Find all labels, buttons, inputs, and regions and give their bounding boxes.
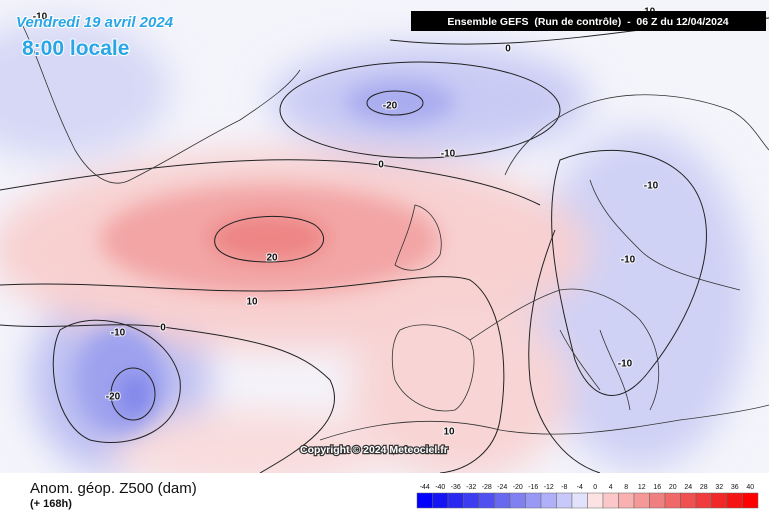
legend-tick-label: 28: [700, 484, 708, 491]
contour-label: -20: [383, 101, 398, 112]
legend-swatch: [571, 492, 588, 509]
contour-label: -10: [621, 255, 636, 266]
legend-tick-label: -16: [528, 484, 538, 491]
legend-tick-label: 24: [684, 484, 692, 491]
legend-swatch: [556, 492, 573, 509]
contour-label: 20: [266, 253, 278, 264]
legend-swatch: [540, 492, 557, 509]
legend-swatch: [494, 492, 511, 509]
legend-swatch: [633, 492, 650, 509]
legend-tick-label: 20: [669, 484, 677, 491]
coastlines: [19, 19, 769, 441]
legend-swatch: [509, 492, 526, 509]
legend-swatch: [695, 492, 712, 509]
legend-tick-label: -4: [577, 484, 583, 491]
legend-swatch: [680, 492, 697, 509]
legend-swatch: [664, 492, 681, 509]
legend-tick-label: 40: [746, 484, 754, 491]
contour-label: -10: [111, 328, 126, 339]
anomaly-core: [75, 80, 455, 435]
contour-label: -10: [618, 359, 633, 370]
legend-tick-label: 16: [653, 484, 661, 491]
contour-label: -10: [644, 181, 659, 192]
contour-label: 10: [246, 297, 258, 308]
contour-label: -10: [441, 149, 456, 160]
footer-lead: (+ 168h): [30, 498, 72, 510]
footer-title: Anom. géop. Z500 (dam): [30, 480, 197, 497]
legend-tick-label: 4: [609, 484, 613, 491]
model-banner: [411, 11, 766, 31]
legend-swatch: [742, 492, 759, 509]
legend-tick-label: 36: [731, 484, 739, 491]
legend-swatch: [649, 492, 666, 509]
legend-tick-label: 12: [638, 484, 646, 491]
legend-tick-label: 0: [593, 484, 597, 491]
contour-label: -10: [33, 12, 48, 23]
legend-swatch: [447, 492, 464, 509]
contour-label: -20: [106, 392, 121, 403]
time: 8:00 locale: [22, 37, 129, 60]
legend-tick-label: -44: [420, 484, 430, 491]
contour-label: 0: [160, 323, 166, 334]
legend-swatch: [587, 492, 604, 509]
legend-swatch: [618, 492, 635, 509]
contour-label: 10: [443, 427, 455, 438]
legend-tick-label: -24: [497, 484, 507, 491]
legend-tick-label: -28: [482, 484, 492, 491]
contour-label: 0: [378, 160, 384, 171]
copyright: Copyright © 2024 Meteociel.fr: [300, 444, 448, 456]
model-info: Ensemble GEFS (Run de contrôle) - 06 Z d…: [447, 16, 728, 28]
legend-tick-label: 8: [624, 484, 628, 491]
legend-tick-label: -12: [544, 484, 554, 491]
legend-tick-label: -8: [561, 484, 567, 491]
legend-swatch: [478, 492, 495, 509]
legend-tick-label: -36: [451, 484, 461, 491]
legend-swatch: [711, 492, 728, 509]
legend-tick-label: -40: [435, 484, 445, 491]
color-legend: -44 -40 -36 -32 -28 -24 -20 -16 -12 -8 -4 0 4 8 12 16 20…: [416, 484, 759, 509]
legend-swatch: [726, 492, 743, 509]
legend-swatch: [463, 492, 480, 509]
legend-swatch: [525, 492, 542, 509]
legend-swatch: [432, 492, 449, 509]
legend-swatch: [416, 492, 433, 509]
date: Vendredi 19 avril 2024: [16, 14, 174, 31]
legend-swatch: [602, 492, 619, 509]
legend-tick-label: -32: [466, 484, 476, 491]
legend-tick-label: -20: [513, 484, 523, 491]
legend-tick-label: 32: [715, 484, 723, 491]
contour-label: 0: [505, 44, 511, 55]
